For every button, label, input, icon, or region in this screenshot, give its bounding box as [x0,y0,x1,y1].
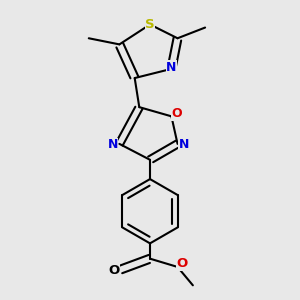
Text: O: O [172,107,182,120]
Text: O: O [108,263,119,277]
Text: N: N [107,138,118,151]
Text: S: S [145,18,155,31]
Text: N: N [179,138,190,151]
Text: N: N [166,61,177,74]
Text: O: O [176,257,188,270]
